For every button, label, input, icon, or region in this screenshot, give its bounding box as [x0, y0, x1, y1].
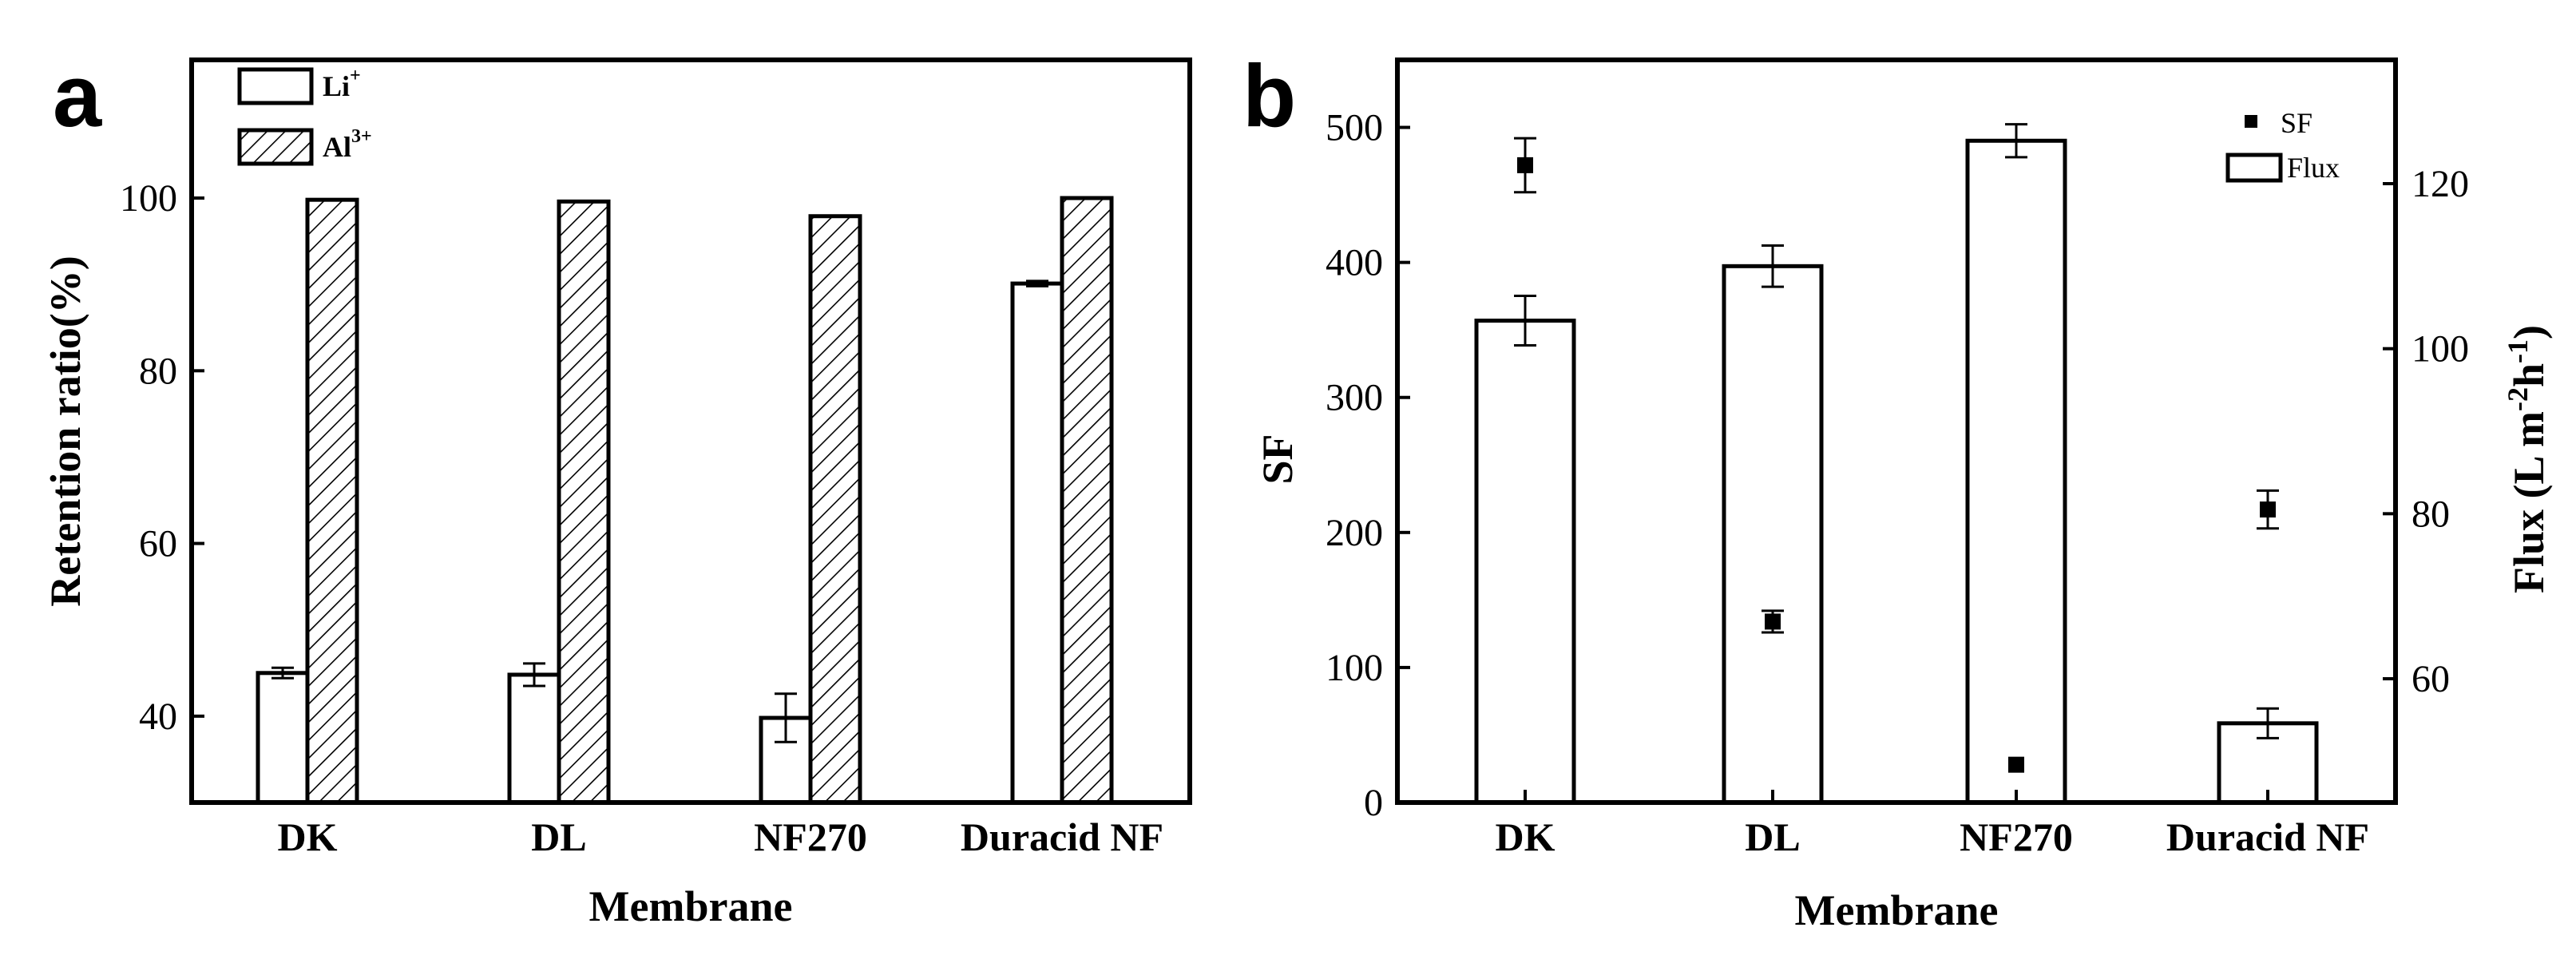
- panel-a-frame: [189, 57, 1192, 805]
- panel-b-x-axis-title: Membrane: [1795, 886, 1999, 934]
- panel-b-frame: [1395, 57, 2398, 805]
- point-sf-nf270: [2008, 756, 2024, 773]
- panel-a: a 40 60 80 100 DK DL NF270 Duracid NF Membrane…: [42, 47, 1192, 930]
- panel-b-left-y-axis-title: SF: [1254, 434, 1302, 484]
- panel-a-x-ticks: DK DL NF270 Duracid NF: [278, 790, 1163, 859]
- x-tick-label: DK: [1496, 814, 1556, 859]
- legend-swatch-li: [237, 67, 314, 105]
- bar-al-nf270: [808, 214, 862, 805]
- error-bar-flux-dk: [1514, 295, 1536, 347]
- y-tick-label: 0: [1364, 782, 1383, 824]
- point-sf-dk: [1517, 157, 1533, 173]
- x-tick-label: Duracid NF: [2166, 814, 2369, 859]
- legend-label-flux: Flux: [2287, 152, 2340, 184]
- error-bar-li-dk: [271, 666, 294, 680]
- bar-flux-dl: [1722, 264, 1824, 805]
- y-tick-label: 100: [120, 177, 177, 220]
- bar-li-duracid-nf: [1010, 281, 1064, 805]
- panel-a-y-ticks: 40 60 80 100: [120, 177, 204, 738]
- panel-a-x-axis-title: Membrane: [589, 882, 793, 930]
- panel-a-letter: a: [53, 47, 102, 145]
- y-tick-label: 100: [1326, 647, 1383, 689]
- point-sf-duracid-nf: [2260, 501, 2276, 518]
- bar-li-dl: [507, 672, 561, 805]
- legend-marker-sf: [2245, 115, 2257, 128]
- y-right-tick-label: 100: [2412, 328, 2469, 371]
- panel-b-left-y-ticks: 0 100 200 300 400 500: [1326, 107, 1410, 824]
- y-tick-label: 60: [139, 523, 177, 565]
- error-bar-flux-dl: [1762, 244, 1784, 288]
- x-tick-label: NF270: [754, 814, 867, 859]
- panel-a-legend: Li+ Al3+: [237, 65, 372, 166]
- error-bar-li-duracid-nf: [1026, 279, 1048, 287]
- y-tick-label: 40: [139, 696, 177, 738]
- panel-b: b 0 100 200 300 400 500 60 80 100 120 DK DL NF270 D…: [1242, 47, 2553, 934]
- panel-b-right-y-axis-title: Flux (L m-2h-1): [2502, 325, 2553, 593]
- x-tick-label: NF270: [1960, 814, 2073, 859]
- panel-b-bars: [1474, 123, 2319, 805]
- error-bar-flux-nf270: [2005, 123, 2027, 159]
- panel-a-y-axis-title: Retention ratio(%): [42, 256, 89, 606]
- error-bar-li-dl: [523, 662, 545, 688]
- legend-swatch-al: [237, 128, 314, 166]
- x-tick-label: DK: [278, 814, 338, 859]
- x-tick-label: Duracid NF: [961, 814, 1163, 859]
- bar-li-dk: [256, 671, 310, 805]
- bar-al-dl: [557, 199, 611, 805]
- point-sf-dl: [1765, 613, 1781, 630]
- y-tick-label: 200: [1326, 512, 1383, 554]
- y-right-tick-label: 60: [2412, 658, 2450, 700]
- y-right-tick-label: 120: [2412, 163, 2469, 205]
- bar-flux-nf270: [1965, 138, 2067, 805]
- panel-b-sf-points: [1514, 137, 2279, 773]
- bar-flux-dk: [1474, 319, 1576, 805]
- y-tick-label: 400: [1326, 242, 1383, 284]
- panel-b-letter: b: [1242, 47, 1296, 145]
- bar-al-dk: [305, 197, 359, 805]
- y-tick-label: 80: [139, 350, 177, 392]
- x-tick-label: DL: [1745, 814, 1800, 859]
- panel-b-legend: SF Flux: [2225, 107, 2340, 184]
- x-tick-label: DL: [531, 814, 586, 859]
- y-right-tick-label: 80: [2412, 493, 2450, 535]
- error-bar-li-nf270: [775, 692, 797, 743]
- bar-al-duracid-nf: [1060, 196, 1114, 805]
- legend-label-li: Li+: [323, 65, 361, 102]
- legend-label-sf: SF: [2281, 107, 2312, 139]
- panel-b-right-y-ticks: 60 80 100 120: [2383, 163, 2469, 700]
- legend-label-al: Al3+: [323, 126, 372, 163]
- error-bar-flux-duracid-nf: [2257, 707, 2279, 739]
- panel-a-bars: [256, 196, 1114, 805]
- legend-swatch-flux: [2225, 153, 2283, 183]
- y-tick-label: 300: [1326, 377, 1383, 419]
- y-tick-label: 500: [1326, 107, 1383, 149]
